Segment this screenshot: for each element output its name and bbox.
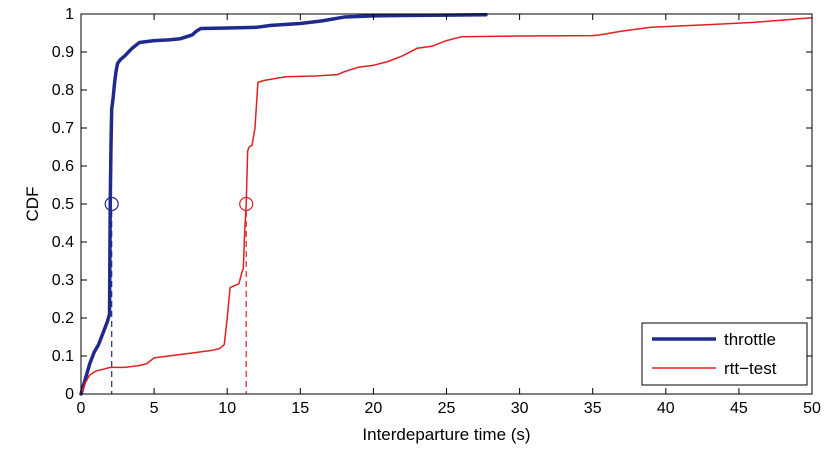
median-marker-throttle bbox=[104, 196, 119, 212]
y-tick-label: 0.9 bbox=[52, 44, 74, 61]
y-tick-label: 0.7 bbox=[52, 120, 74, 137]
y-tick-label: 0.4 bbox=[52, 234, 74, 251]
x-tick-label: 15 bbox=[291, 400, 309, 417]
series-layer bbox=[79, 13, 813, 396]
x-axis-label: Interdeparture time (s) bbox=[362, 425, 530, 444]
median-marker-rtttest bbox=[239, 196, 254, 212]
series-line-throttle bbox=[79, 13, 488, 396]
x-tick-label: 45 bbox=[730, 400, 748, 417]
x-tick-label: 35 bbox=[584, 400, 602, 417]
y-axis-label: CDF bbox=[23, 187, 42, 222]
legend: throttle rtt−test bbox=[641, 322, 808, 386]
x-tick-label: 25 bbox=[438, 400, 456, 417]
plot-frame bbox=[80, 13, 813, 395]
x-tick-label: 40 bbox=[657, 400, 675, 417]
x-tick-label: 0 bbox=[77, 400, 86, 417]
y-tick-label: 0.3 bbox=[52, 272, 74, 289]
x-tick-label: 50 bbox=[803, 400, 821, 417]
y-tick-label: 1 bbox=[65, 6, 74, 23]
x-tick-label: 5 bbox=[150, 400, 159, 417]
y-tick-label: 0 bbox=[65, 386, 74, 403]
x-tick-label: 20 bbox=[365, 400, 383, 417]
y-tick-label: 0.6 bbox=[52, 158, 74, 175]
y-tick-label: 0.1 bbox=[52, 348, 74, 365]
ticks-layer: 0 5 10 15 20 25 30 35 40 45 50 0 0.1 0.2 0.3 0.4 0.5 0.6 0… bbox=[52, 6, 821, 417]
y-tick-label: 0.8 bbox=[52, 82, 74, 99]
x-tick-label: 30 bbox=[511, 400, 529, 417]
legend-label-rtt-test: rtt−test bbox=[724, 359, 777, 378]
y-tick-label: 0.2 bbox=[52, 310, 74, 327]
x-tick-label: 10 bbox=[218, 400, 236, 417]
legend-box bbox=[641, 322, 808, 386]
series-line-rtttest bbox=[80, 17, 813, 395]
y-tick-label: 0.5 bbox=[52, 196, 74, 213]
legend-label-throttle: throttle bbox=[724, 330, 776, 349]
